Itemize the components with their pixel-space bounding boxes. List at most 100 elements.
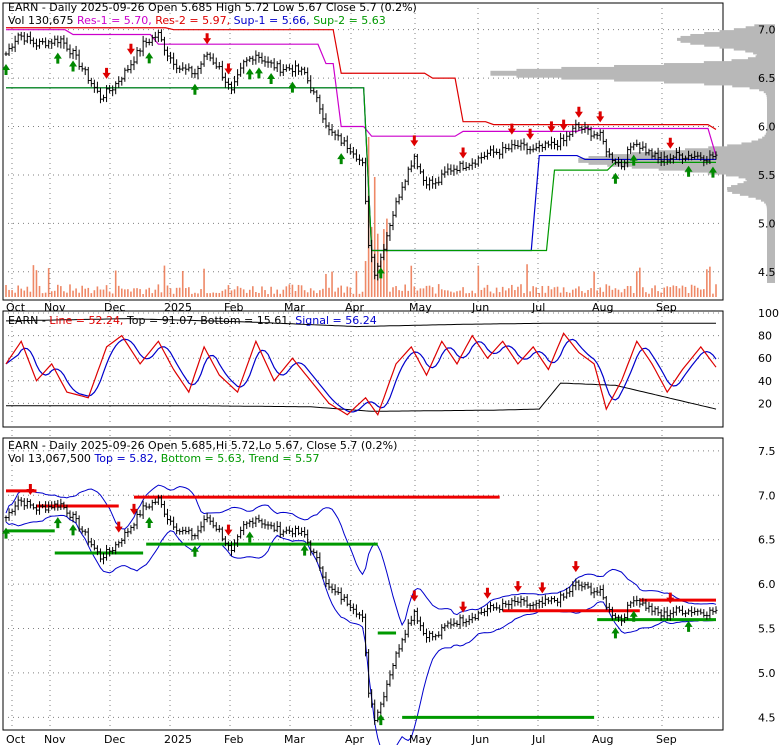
- buy-arrow-icon: [337, 153, 346, 165]
- trend-panel: 7.5 7.0 6.5 6.0 5.5 5.0 4.5 Oct Nov Dec 2025 Feb Ma…: [2, 430, 776, 745]
- axis-tick-label: 6.5: [758, 72, 776, 85]
- header-segment: Top = 5.82,: [93, 452, 160, 465]
- x-tick-label: 2025: [164, 733, 192, 745]
- volume-profile-bar: [767, 233, 775, 237]
- volume-profile-bar: [658, 167, 775, 171]
- volume-profile-bar: [767, 231, 775, 235]
- sell-arrow-icon: [574, 106, 583, 118]
- x-tick-label: Feb: [224, 301, 243, 314]
- volume-profile-bar: [741, 142, 775, 146]
- volume-profile-bar: [631, 165, 775, 169]
- volume-profile-bar: [767, 266, 775, 270]
- trend-panel-header-1: EARN - Daily 2025-09-26 Open 5.685,Hi 5.…: [8, 439, 397, 452]
- oscillator-line: [5, 332, 717, 416]
- buy-arrow-icon: [300, 544, 309, 556]
- volume-profile-bar: [758, 138, 775, 142]
- buy-arrow-icon: [684, 165, 693, 177]
- volume-profile-bar: [767, 260, 775, 264]
- volume-profile-bar: [727, 188, 775, 192]
- volume-profile-bar: [766, 206, 775, 210]
- volume-profile-bar: [766, 126, 775, 130]
- volume-profile-bar: [765, 202, 775, 206]
- volume-profile-bar: [766, 105, 775, 109]
- volume-profile-bar: [732, 84, 775, 88]
- volume-profile-bar: [703, 61, 775, 65]
- axis-tick-label: 4.5: [758, 711, 776, 724]
- sell-arrow-icon: [126, 43, 135, 55]
- x-tick-label: Jun: [471, 301, 489, 314]
- sell-arrow-icon: [224, 63, 233, 75]
- axis-tick-label: 60: [758, 352, 772, 365]
- volume-profile-bar: [737, 183, 775, 187]
- axis-tick-label: 5.0: [758, 217, 776, 230]
- sell-arrow-icon: [410, 135, 419, 147]
- volume-profile-bar: [690, 41, 775, 45]
- sell-arrow-icon: [547, 121, 556, 133]
- lower-band-line: [5, 514, 717, 745]
- axis-tick-label: 7.5: [758, 445, 776, 458]
- sell-arrow-icon: [538, 582, 547, 594]
- volume-profile-bar: [767, 223, 775, 227]
- x-tick-label: Nov: [44, 301, 66, 314]
- volume-profile-bar: [658, 150, 775, 154]
- volume-bars: [5, 137, 717, 297]
- x-tick-label: Apr: [345, 301, 365, 314]
- sell-arrow-icon: [513, 581, 522, 593]
- volume-profile-bar: [767, 274, 775, 278]
- oscillator-bottom-band: [6, 382, 717, 412]
- oscillator-panel: 100 80 60 40 20 EARN - Line = 52.24, Top = 9…: [2, 301, 779, 428]
- volume-profile-bar: [767, 268, 775, 272]
- volume-profile-bar: [684, 148, 775, 152]
- price-panel-header-1: EARN - Daily 2025-09-26 Open 5.685 High …: [8, 1, 417, 14]
- axis-tick-label: 6.0: [758, 578, 776, 591]
- axis-tick-label: 6.0: [758, 121, 776, 134]
- buy-arrow-icon: [190, 545, 199, 557]
- volume-profile-bar: [766, 97, 775, 101]
- buy-arrow-icon: [708, 166, 717, 178]
- header-segment: Vol 130,675: [8, 14, 77, 27]
- volume-profile-bar: [767, 107, 775, 111]
- volume-profile-bar: [767, 278, 775, 282]
- volume-profile-bar: [743, 181, 775, 185]
- volume-profile-bar: [766, 115, 775, 119]
- volume-profile-bar: [690, 33, 775, 37]
- volume-profile-bar: [751, 140, 775, 144]
- res-2-line: [6, 27, 717, 130]
- volume-profile-bar: [766, 214, 775, 218]
- sell-arrow-icon: [596, 111, 605, 123]
- header-segment: Signal = 56.24: [295, 314, 377, 327]
- volume-profile-bar: [767, 256, 775, 260]
- volume-profile-bar: [767, 262, 775, 266]
- price-axis-ticks: 7.0 6.5 6.0 5.5 5.0 4.5: [758, 24, 776, 279]
- volume-profile-bar: [719, 45, 775, 49]
- volume-profile-bar: [766, 130, 775, 134]
- volume-profile-bar: [680, 35, 775, 39]
- volume-profile-bar: [747, 57, 775, 61]
- volume-profile-bar: [732, 190, 775, 194]
- volume-profile-bar: [767, 237, 775, 241]
- trend-price-bars: [4, 494, 718, 725]
- volume-profile-bar: [767, 252, 775, 256]
- header-segment: Vol 13,067,500: [8, 452, 94, 465]
- volume-profile-bar: [754, 24, 775, 28]
- volume-profile-bar: [766, 121, 775, 125]
- price-panel: 7.0 6.5 6.0 5.5 5.0 4.5 Oct Nov Dec 2025 Feb Mar Ap…: [2, 1, 776, 314]
- volume-profile-bar: [766, 119, 775, 123]
- volume-profile-bar: [684, 169, 775, 173]
- volume-profile-bar: [745, 26, 775, 30]
- axis-tick-label: 7.0: [758, 489, 776, 502]
- volume-profile-bar: [727, 187, 775, 191]
- volume-profile-bar: [766, 117, 775, 121]
- volume-profile-bar: [767, 276, 775, 280]
- axis-tick-label: 40: [758, 375, 772, 388]
- x-tick-label: Sep: [656, 301, 677, 314]
- sell-arrow-icon: [666, 137, 675, 149]
- signal-arrows: [2, 33, 717, 279]
- volume-profile-bar: [766, 99, 775, 103]
- volume-profile-bar: [765, 92, 775, 96]
- res-1-line: [6, 29, 717, 156]
- volume-profile-bar: [766, 128, 775, 132]
- x-tick-label: Oct: [6, 301, 26, 314]
- header-segment: Res-1 = 5.70,: [77, 14, 155, 27]
- buy-arrow-icon: [69, 60, 78, 72]
